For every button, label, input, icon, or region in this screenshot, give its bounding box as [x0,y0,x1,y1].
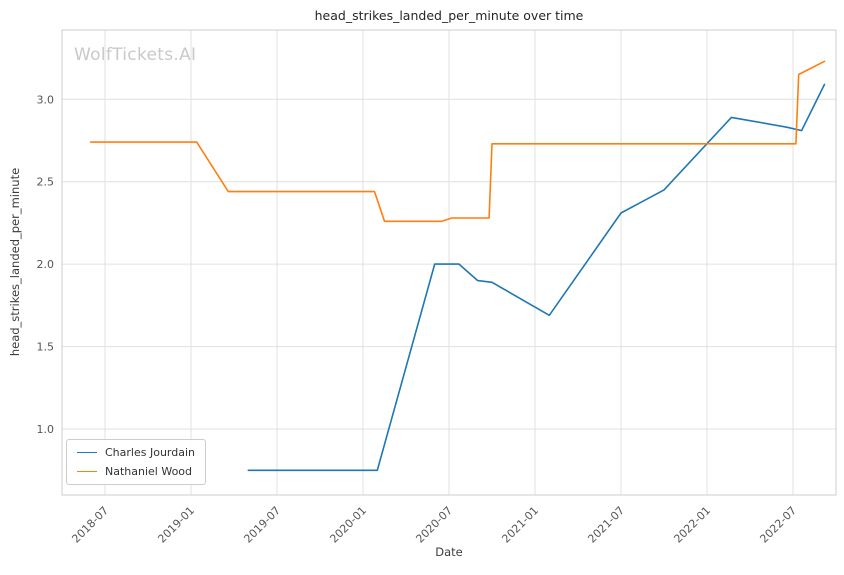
series-line-nathaniel-wood [89,60,826,223]
legend-entry: Charles Jourdain [77,446,195,459]
legend-swatch [77,471,97,472]
x-tick-label: 2022-07 [757,504,799,546]
y-axis-label: head_strikes_landed_per_minute [8,167,22,357]
series-line-charles-jourdain [247,83,826,472]
x-tick-label: 2022-01 [671,504,713,546]
x-tick-label: 2019-07 [241,504,283,546]
y-tick-label: 2.5 [37,176,55,189]
y-tick-label: 1.5 [37,341,55,354]
y-tick-label: 3.0 [37,93,55,106]
chart-title: head_strikes_landed_per_minute over time [314,8,584,23]
x-tick-label: 2018-07 [69,504,111,546]
x-axis-label: Date [435,545,463,559]
x-tick-label: 2020-01 [327,504,369,546]
legend-label: Nathaniel Wood [105,465,193,478]
x-tick-label: 2021-01 [499,504,541,546]
y-tick-label: 2.0 [37,258,55,271]
x-tick-label: 2019-01 [155,504,197,546]
legend: Charles Jourdain Nathaniel Wood [66,439,206,485]
legend-label: Charles Jourdain [105,446,195,459]
y-tick-label: 1.0 [37,423,55,436]
plot-border [61,29,837,496]
legend-entry: Nathaniel Wood [77,465,195,478]
legend-swatch [77,452,97,453]
watermark: WolfTickets.AI [74,45,197,65]
x-tick-label: 2021-07 [585,504,627,546]
x-tick-label: 2020-07 [413,504,455,546]
